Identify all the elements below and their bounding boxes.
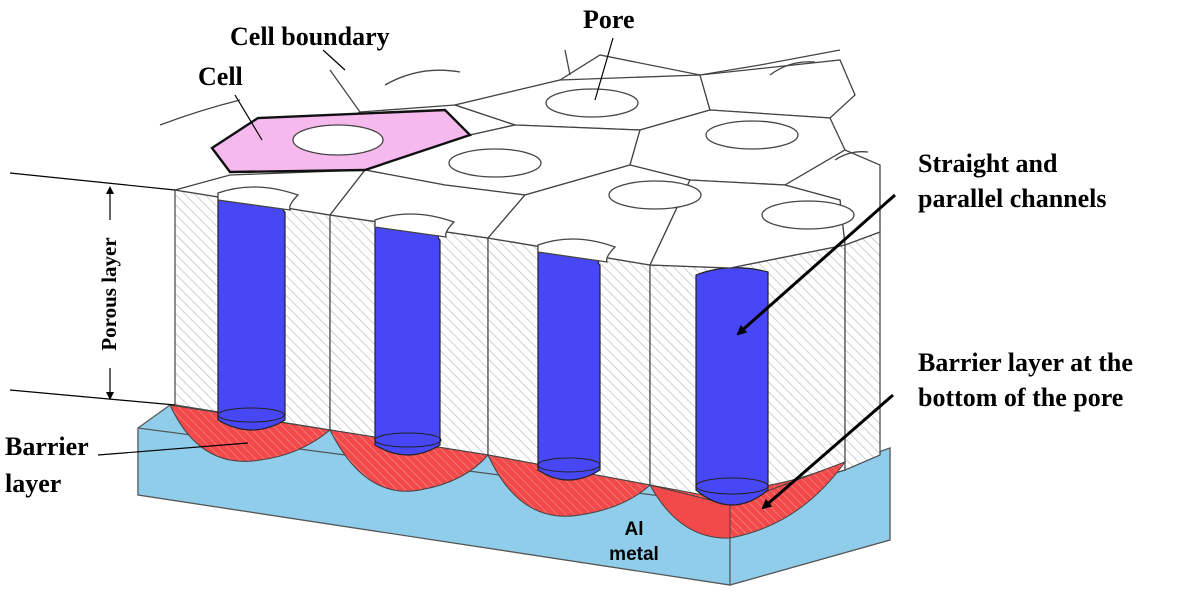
cell-boundary-leader [322,49,346,71]
barrier-scallop [169,404,332,462]
cell-boundary-label: Cell boundary [230,22,390,51]
dimension-bottom-line [9,389,176,406]
channels-arrow [736,193,896,336]
pore-leader [594,37,614,101]
pore-channels [217,189,769,506]
pore-channel [374,216,446,456]
pore-bottom [695,477,769,495]
pore-rim [217,186,300,211]
leader-lines [97,37,896,510]
cell-leader [234,94,263,141]
metal-label-line1: Al [625,519,644,540]
barrier-bottom-label-line1: Barrier layer at the [918,348,1133,377]
pore-channel [695,267,769,506]
barrier-layer-leader [97,442,249,456]
pore-bottom [217,407,285,423]
pore-channel [537,241,606,481]
barrier-scallop [487,454,652,517]
channels-label-line1: Straight and [918,149,1058,178]
pore-opening [608,180,702,210]
channels-label-line2: parallel channels [918,184,1107,213]
pore-label: Pore [583,5,635,34]
cell-column-side [844,231,881,471]
pore-bottom [537,457,601,473]
barrier-scallop [329,429,489,492]
cell-arc [384,69,461,86]
metal-label-line2: metal [609,544,659,565]
barrier-layer-label-line1: Barrier [5,432,89,461]
cell-arc [769,61,816,76]
barrier-bottom-label-line2: bottom of the pore [918,383,1123,412]
dimension-top-line [9,172,176,191]
barrier-layer-label-line2: layer [5,469,61,498]
pore-opening [705,120,799,150]
cell-arc [834,151,869,161]
pore-bottom [374,432,442,448]
pore-opening [545,88,639,118]
barrier-scallop [729,460,847,539]
cell-label: Cell [198,62,243,91]
pore-opening [761,200,855,230]
cell [699,59,856,119]
barrier-bottom-arrow [761,393,894,510]
porous-layer-dimension [9,172,176,406]
pore-rim [537,238,617,263]
cell-arc [159,99,241,126]
pore-opening [448,148,542,178]
top-surface [159,49,881,269]
pore-opening [292,124,384,156]
porous-layer-label: Porous layer [97,237,121,350]
pore-channel [217,189,292,431]
pore-rim [374,213,456,238]
